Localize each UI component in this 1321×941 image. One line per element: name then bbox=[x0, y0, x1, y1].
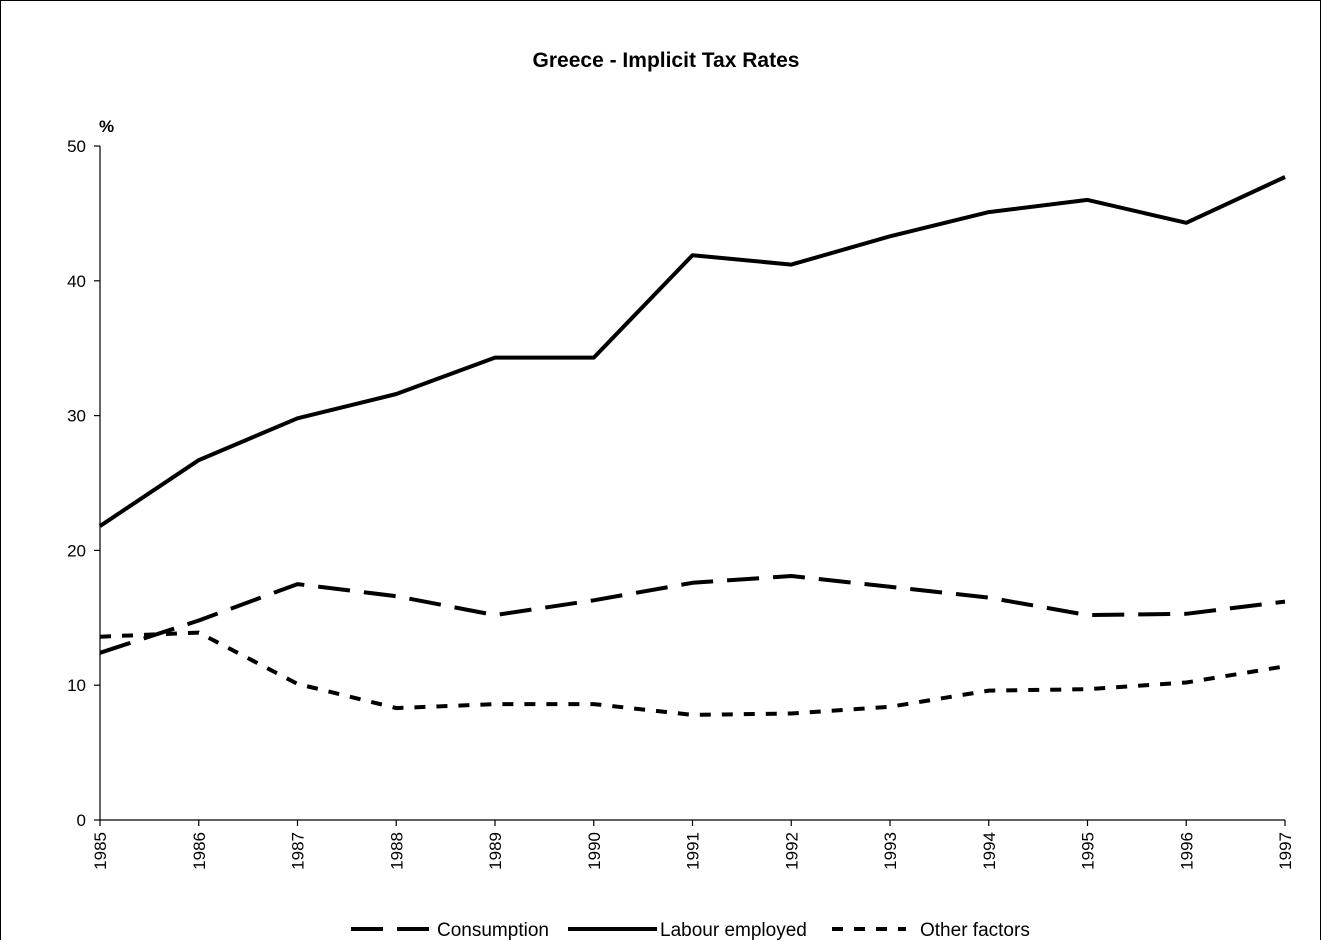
y-axis-ticks: 0 10 20 30 40 50 bbox=[67, 137, 100, 830]
x-tick-label: 1986 bbox=[190, 832, 209, 870]
y-tick-label: 10 bbox=[67, 676, 86, 695]
legend-label: Labour employed bbox=[660, 920, 807, 941]
x-tick-label: 1990 bbox=[585, 832, 604, 870]
x-tick-label: 1996 bbox=[1177, 832, 1196, 870]
x-tick-label: 1994 bbox=[980, 832, 999, 870]
x-axis-ticks: 1985 1986 1987 1988 1989 1990 1991 1992 1993 1994… bbox=[91, 820, 1295, 870]
series-lines bbox=[98, 175, 1286, 717]
y-tick-label: 20 bbox=[67, 541, 86, 560]
y-tick-label: 30 bbox=[67, 407, 86, 426]
x-tick-label: 1991 bbox=[684, 832, 703, 870]
y-tick-label: 50 bbox=[67, 137, 86, 156]
x-tick-label: 1995 bbox=[1079, 832, 1098, 870]
x-tick-label: 1989 bbox=[486, 832, 505, 870]
series-line-labour-employed bbox=[98, 175, 1286, 528]
legend: Consumption Labour employed Other factors bbox=[351, 920, 1030, 941]
x-tick-label: 1985 bbox=[91, 832, 110, 870]
x-tick-label: 1993 bbox=[881, 832, 900, 870]
x-tick-label: 1987 bbox=[289, 832, 308, 870]
x-tick-label: 1988 bbox=[387, 832, 406, 870]
x-tick-label: 1997 bbox=[1276, 832, 1295, 870]
y-axis-unit-label: % bbox=[99, 117, 114, 136]
y-tick-label: 40 bbox=[67, 272, 86, 291]
x-tick-label: 1992 bbox=[782, 832, 801, 870]
legend-label: Consumption bbox=[437, 920, 549, 941]
series-line-other-factors bbox=[99, 630, 1286, 717]
axes bbox=[99, 146, 1285, 821]
y-tick-label: 0 bbox=[77, 811, 86, 830]
legend-label: Other factors bbox=[920, 920, 1030, 941]
chart-title: Greece - Implicit Tax Rates bbox=[533, 49, 800, 72]
series-line-consumption bbox=[99, 574, 1286, 655]
